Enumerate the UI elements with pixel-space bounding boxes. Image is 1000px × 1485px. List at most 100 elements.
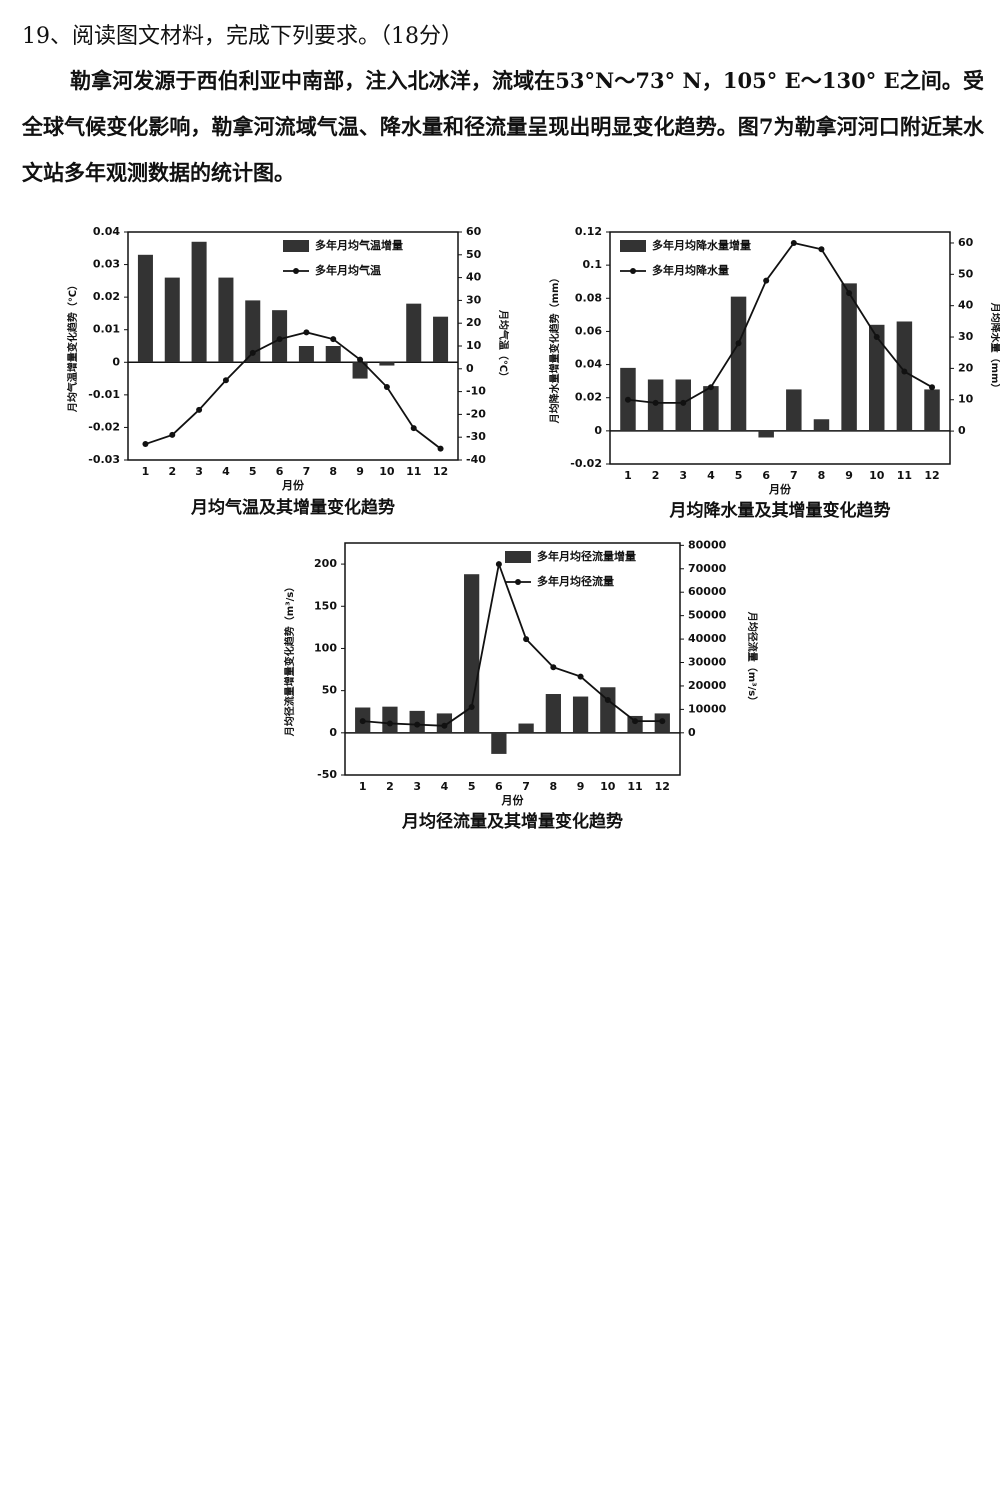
y2-tick-label: 60 [958, 236, 974, 249]
bar [703, 386, 719, 431]
y-tick-label: 0 [594, 424, 602, 437]
line-point [818, 246, 825, 253]
y2-tick-label: 10 [466, 339, 482, 352]
x-tick-label: 3 [413, 780, 421, 793]
line [627, 241, 933, 404]
y-axis-label: 月均气温增量变化趋势（℃） [66, 280, 79, 413]
x-tick-label: 11 [627, 780, 642, 793]
bar [786, 389, 802, 431]
line-point [790, 239, 797, 246]
bar [600, 687, 616, 733]
legend-label: 多年月均降水量增量 [652, 238, 751, 252]
x-tick-label: 5 [249, 465, 257, 478]
y2-axis-label: 月均降水量（mm） [989, 302, 1000, 394]
x-tick-label: 1 [359, 780, 367, 793]
line-point [357, 356, 364, 363]
y2-tick-label: 40 [466, 271, 482, 284]
line-point [873, 334, 880, 341]
legend-swatch [283, 240, 309, 252]
bar [352, 362, 368, 379]
y2-tick-label: 0 [688, 726, 696, 739]
x-axis-label: 月份 [501, 793, 525, 807]
legend-label: 多年月均气温增量 [315, 238, 403, 252]
bar [298, 346, 314, 363]
line-point [604, 697, 611, 704]
x-tick-label: 8 [818, 469, 826, 482]
bar [572, 696, 589, 733]
line-point [386, 720, 393, 727]
bar [218, 277, 234, 363]
x-tick-label: 1 [142, 465, 150, 478]
bar [245, 300, 261, 363]
x-tick-label: 5 [468, 780, 476, 793]
line [362, 560, 663, 727]
x-tick-label: 12 [655, 780, 670, 793]
line-point [550, 664, 557, 671]
x-tick-label: 6 [495, 780, 503, 793]
bar [841, 283, 857, 431]
x-tick-label: 6 [276, 465, 284, 478]
y-tick-label: 0.02 [93, 290, 120, 303]
bar [379, 362, 395, 366]
bar [164, 277, 180, 363]
legend-dot [293, 268, 299, 274]
line-point [414, 721, 421, 728]
bar [869, 324, 885, 431]
y-tick-label: 0 [112, 355, 120, 368]
x-tick-label: 7 [303, 465, 311, 478]
x-tick-label: 4 [707, 469, 715, 482]
x-tick-label: 12 [924, 469, 939, 482]
plot-frame [609, 231, 951, 465]
line-point [303, 329, 310, 336]
x-tick-label: 11 [897, 469, 912, 482]
line-point [249, 349, 256, 356]
line-point [929, 384, 936, 391]
bar [382, 706, 398, 733]
y-tick-label: 0.12 [575, 225, 602, 238]
y2-axis-label: 月均径流量（m³/s） [746, 611, 759, 706]
bar [433, 316, 449, 363]
x-tick-label: 3 [679, 469, 687, 482]
y-tick-label: 0.03 [93, 258, 120, 271]
line-point [410, 425, 417, 432]
line-point [652, 399, 659, 406]
bar [896, 321, 913, 431]
legend-swatch [620, 240, 646, 252]
line-point [577, 673, 584, 680]
line-point [468, 704, 475, 711]
y-axis-label: 月均降水量增量变化趋势（mm） [548, 273, 561, 425]
bar [518, 723, 534, 733]
y2-tick-label: 20 [466, 316, 482, 329]
line-point [359, 718, 366, 725]
x-tick-label: 10 [600, 780, 616, 793]
line-point [437, 445, 444, 452]
y-tick-label: 0.06 [575, 324, 602, 337]
y2-tick-label: 20 [958, 361, 974, 374]
y-tick-label: 0.02 [575, 391, 602, 404]
y2-tick-label: 0 [958, 424, 966, 437]
x-axis-label: 月份 [768, 482, 792, 496]
line-point [495, 561, 502, 568]
legend-label: 多年月均降水量 [652, 263, 729, 277]
y2-tick-label: 40 [958, 299, 974, 312]
x-tick-label: 2 [652, 469, 660, 482]
line-point [142, 441, 149, 448]
question-title: 19、阅读图文材料，完成下列要求。（18分） [22, 24, 463, 49]
y-tick-label: -0.02 [570, 457, 602, 470]
line-point [196, 406, 203, 413]
line-point [523, 636, 530, 643]
x-tick-label: 9 [845, 469, 853, 482]
x-tick-label: 10 [379, 465, 395, 478]
y-tick-label: -0.02 [88, 420, 120, 433]
y2-tick-label: 60 [466, 225, 482, 238]
line-point [624, 396, 631, 403]
bar [627, 715, 643, 733]
x-tick-label: 7 [790, 469, 798, 482]
bar [924, 389, 940, 431]
line-point [901, 368, 908, 375]
legend-label: 多年月均径流量增量 [537, 549, 636, 563]
plot-frame [344, 542, 681, 776]
y2-tick-label: -10 [466, 385, 486, 398]
